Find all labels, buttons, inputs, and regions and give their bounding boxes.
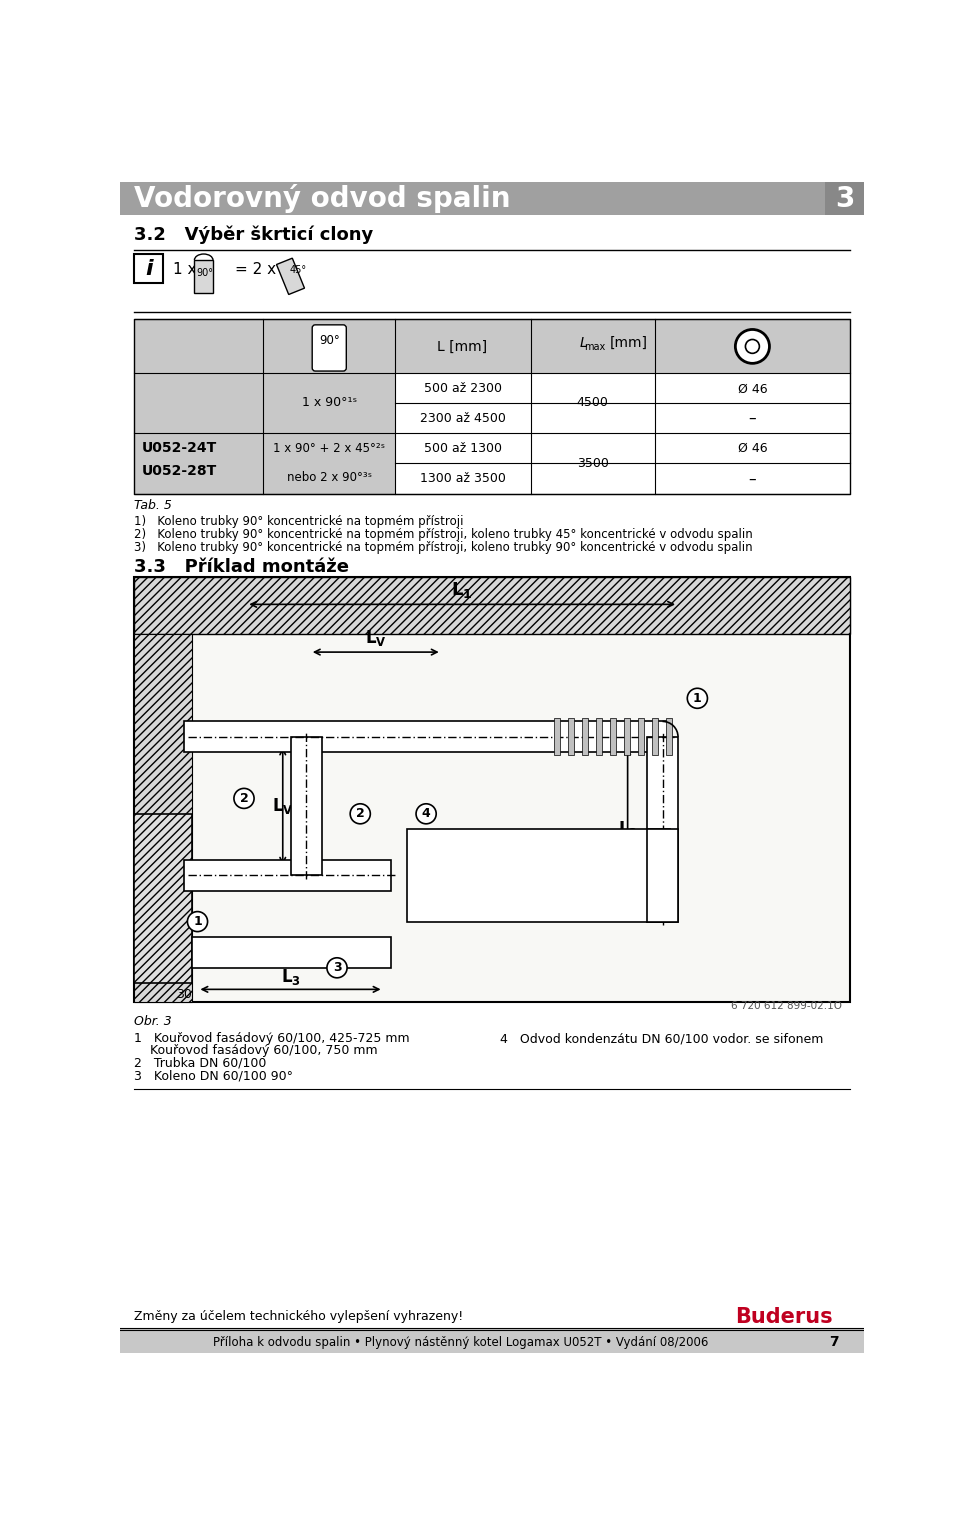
Text: $\mathbf{L_V}$: $\mathbf{L_V}$: [272, 796, 294, 816]
Text: 30: 30: [176, 988, 191, 1002]
Text: 3   Koleno DN 60/100 90°: 3 Koleno DN 60/100 90°: [134, 1069, 293, 1082]
Text: = 2 x: = 2 x: [234, 261, 276, 277]
Text: 1   Kouřovod fasádový 60/100, 425-725 mm: 1 Kouřovod fasádový 60/100, 425-725 mm: [134, 1032, 410, 1046]
Bar: [134, 813, 192, 983]
Bar: [647, 737, 678, 921]
Bar: [624, 719, 630, 755]
Text: 3500: 3500: [577, 458, 609, 470]
Bar: [120, 182, 864, 214]
Text: L [mm]: L [mm]: [438, 339, 488, 354]
Text: 1)   Koleno trubky 90° koncentrické na topmém přístroji: 1) Koleno trubky 90° koncentrické na top…: [134, 515, 464, 527]
Bar: [134, 576, 850, 1003]
Bar: [263, 319, 396, 494]
Text: 2   Trubka DN 60/100: 2 Trubka DN 60/100: [134, 1056, 266, 1070]
Text: 6 720 612 899-02.1O: 6 720 612 899-02.1O: [732, 1002, 842, 1011]
Text: Ø 46: Ø 46: [737, 441, 767, 454]
Bar: [134, 319, 850, 494]
Text: 4500: 4500: [577, 397, 609, 409]
Text: 3)   Koleno trubky 90° koncentrické na topmém přístroji, koleno trubky 90° konce: 3) Koleno trubky 90° koncentrické na top…: [134, 541, 753, 553]
Bar: [134, 576, 850, 634]
Text: 45°: 45°: [290, 264, 307, 275]
Bar: [554, 719, 561, 755]
Text: Tab. 5: Tab. 5: [134, 499, 172, 512]
Text: 2: 2: [240, 792, 249, 806]
Bar: [582, 719, 588, 755]
Bar: [192, 936, 392, 968]
Text: $\mathbf{L_V}$: $\mathbf{L_V}$: [365, 628, 387, 648]
Circle shape: [350, 804, 371, 824]
Text: 500 až 2300: 500 až 2300: [423, 382, 501, 395]
Bar: [120, 1328, 864, 1353]
Text: 3.3   Příklad montáže: 3.3 Příklad montáže: [134, 558, 348, 576]
Text: Kouřovod fasádový 60/100, 750 mm: Kouřovod fasádový 60/100, 750 mm: [134, 1044, 377, 1058]
Text: Buderus: Buderus: [735, 1307, 833, 1327]
Bar: [134, 254, 163, 283]
Bar: [665, 719, 672, 755]
Text: 1300 až 3500: 1300 až 3500: [420, 473, 506, 485]
Bar: [826, 182, 864, 214]
Text: ø100: ø100: [136, 851, 150, 883]
Circle shape: [416, 804, 436, 824]
Text: $\mathbf{L_2}$: $\mathbf{L_2}$: [617, 819, 637, 839]
Circle shape: [327, 958, 348, 977]
Bar: [134, 319, 850, 374]
Text: [mm]: [mm]: [610, 336, 648, 350]
Text: 90°: 90°: [319, 334, 340, 347]
Text: 3.2   Výběr škrticí clony: 3.2 Výběr škrticí clony: [134, 225, 373, 245]
Text: $L$: $L$: [579, 336, 588, 350]
Text: U052-24T
U052-28T: U052-24T U052-28T: [142, 441, 217, 477]
Bar: [407, 830, 670, 921]
Text: 4   Odvod kondenzátu DN 60/100 vodor. se sifonem: 4 Odvod kondenzátu DN 60/100 vodor. se s…: [500, 1032, 823, 1046]
Text: 1 x 90° + 2 x 45°²ˢ: 1 x 90° + 2 x 45°²ˢ: [274, 441, 385, 454]
Text: 1: 1: [193, 915, 202, 929]
Bar: [568, 719, 574, 755]
Circle shape: [187, 912, 207, 932]
Text: $\mathbf{L_1}$: $\mathbf{L_1}$: [451, 581, 472, 600]
Bar: [134, 319, 263, 494]
Bar: [637, 719, 644, 755]
Text: 3: 3: [835, 184, 854, 213]
Text: Změny za účelem technického vylepšení vyhrazeny!: Změny za účelem technického vylepšení vy…: [134, 1310, 463, 1322]
Text: 2)   Koleno trubky 90° koncentrické na topmém přístroji, koleno trubky 45° konce: 2) Koleno trubky 90° koncentrické na top…: [134, 527, 753, 541]
FancyBboxPatch shape: [312, 325, 347, 371]
Text: i: i: [145, 258, 153, 278]
Text: max: max: [584, 342, 605, 353]
Text: 2: 2: [356, 807, 365, 821]
Bar: [184, 722, 670, 752]
Circle shape: [745, 339, 759, 353]
Circle shape: [735, 330, 770, 363]
Bar: [194, 260, 213, 292]
Bar: [652, 719, 658, 755]
Text: 1 x: 1 x: [173, 261, 196, 277]
Text: 90°: 90°: [197, 268, 214, 278]
Text: nebo 2 x 90°³ˢ: nebo 2 x 90°³ˢ: [287, 471, 372, 483]
Text: 500 až 1300: 500 až 1300: [423, 441, 501, 454]
Text: Vodorovný odvod spalin: Vodorovný odvod spalin: [134, 184, 511, 213]
Text: 4: 4: [421, 807, 430, 821]
Bar: [134, 634, 192, 1003]
Text: 1 x 90°¹ˢ: 1 x 90°¹ˢ: [301, 397, 357, 409]
Text: –: –: [749, 471, 756, 486]
Bar: [596, 719, 602, 755]
Text: –: –: [749, 410, 756, 426]
Text: 1: 1: [693, 692, 702, 705]
Text: 7: 7: [829, 1335, 839, 1350]
Text: Ø 46: Ø 46: [737, 382, 767, 395]
Bar: [184, 860, 392, 891]
Bar: [647, 830, 678, 921]
Text: 2300 až 4500: 2300 až 4500: [420, 412, 506, 424]
Text: Příloha k odvodu spalin • Plynový nástěnný kotel Logamax U052T • Vydání 08/2006: Příloha k odvodu spalin • Plynový nástěn…: [213, 1336, 708, 1348]
Circle shape: [234, 789, 254, 809]
Polygon shape: [276, 258, 304, 295]
Bar: [610, 719, 616, 755]
Circle shape: [687, 689, 708, 708]
Text: Obr. 3: Obr. 3: [134, 1015, 172, 1028]
Text: 3: 3: [333, 961, 342, 974]
Bar: [291, 737, 322, 876]
Text: $\mathbf{L_3}$: $\mathbf{L_3}$: [280, 967, 300, 986]
